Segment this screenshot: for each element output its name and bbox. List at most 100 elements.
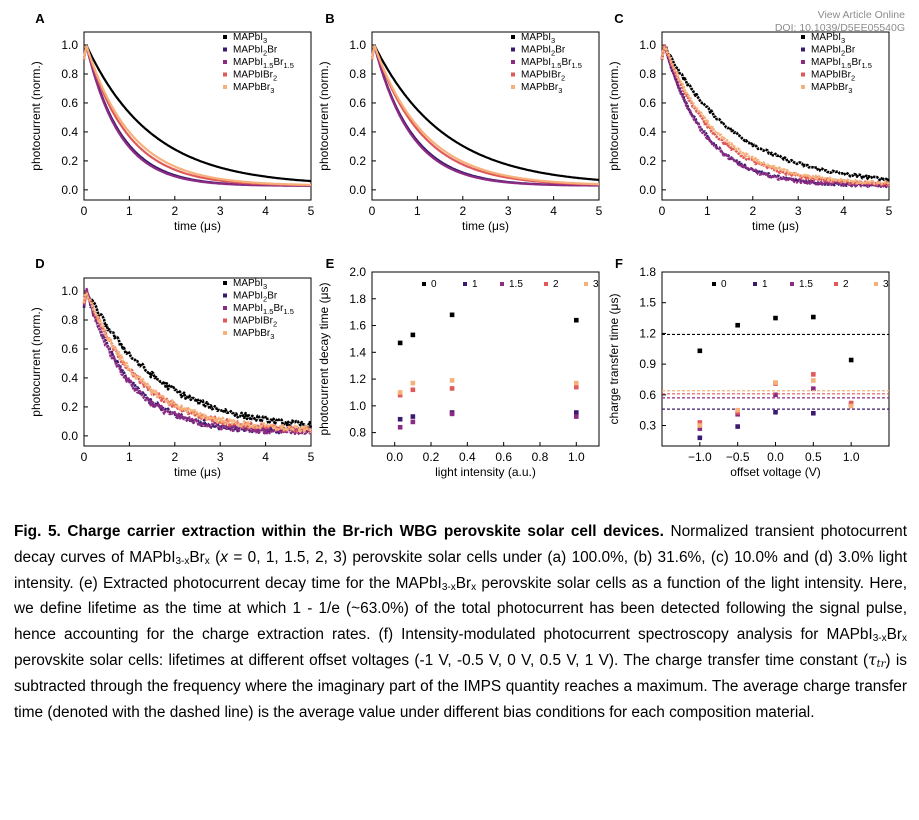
tau-letter: τ	[868, 650, 877, 669]
y-tick-label: 0.4	[349, 125, 366, 139]
legend-text: MAPbIBr	[521, 70, 562, 81]
legend-entry-label: MAPbI2​Br	[811, 45, 856, 58]
legend-text: Br	[267, 45, 278, 56]
data-point	[574, 384, 579, 390]
x-tick-label: 0.2	[423, 450, 440, 464]
data-point	[397, 424, 403, 430]
y-tick-label: 0.8	[349, 67, 366, 81]
legend-text: MAPbIBr	[233, 316, 274, 327]
y-tick-label: 0.4	[639, 125, 656, 139]
legend-text: Br	[845, 45, 856, 56]
caption-text: perovskite solar cells: lifetimes at dif…	[14, 651, 869, 669]
legend-marker	[801, 47, 805, 52]
data-point	[697, 348, 703, 354]
x-tick-label: 0	[369, 204, 376, 218]
legend-entry-label: MAPbI3​	[233, 32, 267, 45]
data-point	[574, 414, 579, 419]
data-point	[697, 420, 703, 425]
legend-marker	[801, 35, 805, 39]
x-axis-label: light intensity (a.u.)	[435, 465, 536, 479]
legend-subscript: 1.5	[283, 307, 293, 316]
caption-text: (	[209, 548, 221, 566]
y-tick-label: 1.0	[61, 284, 78, 298]
y-tick-label: 1.5	[639, 296, 656, 310]
panel-letter: A	[35, 11, 45, 26]
data-point	[410, 387, 416, 393]
legend-marker	[223, 293, 227, 298]
legend-text: Br	[851, 57, 862, 68]
legend-marker	[790, 282, 794, 286]
legend-entry-label: MAPbI3​	[521, 32, 555, 45]
legend-marker	[223, 281, 227, 285]
y-tick-label: 0.6	[61, 96, 78, 110]
legend-marker	[801, 85, 805, 89]
legend-text: MAPbI	[233, 291, 263, 302]
legend-marker	[500, 282, 504, 286]
tau-symbol: τtr	[868, 650, 885, 670]
legend-text: MAPbI	[233, 303, 263, 314]
legend-entry-label: MAPbIBr2​	[233, 316, 277, 329]
legend-subscript: 1.5	[571, 61, 581, 70]
x-tick-label: 1.0	[843, 450, 860, 464]
x-tick-label: 2	[459, 204, 466, 218]
view-article-online-link[interactable]: View Article Online	[817, 9, 905, 21]
x-tick-label: 5	[596, 204, 603, 218]
x-tick-label: 5	[308, 450, 315, 464]
y-tick-label: 0.2	[61, 154, 78, 168]
data-point	[735, 424, 740, 429]
plot-frame	[83, 31, 312, 201]
legend-entry-label: MAPbI1.5​Br1.5​	[521, 57, 582, 70]
legend-entry-label: MAPbIBr2​	[233, 70, 277, 83]
legend-marker	[223, 47, 227, 52]
legend-entry-label: 1.5	[799, 279, 813, 290]
legend-marker	[511, 72, 515, 77]
legend-text: MAPbI	[233, 57, 263, 68]
legend-entry-label: MAPbBr3​	[233, 328, 274, 341]
y-tick-label: 0.2	[639, 154, 656, 168]
chart-panel-A: A 0 1 2 3 4 5 0.0 0.2 0.4 0.6 0.8 1.0 time (μs) photoc…	[29, 11, 315, 233]
caption-subscript: x	[902, 633, 907, 645]
caption-subscript: x	[204, 555, 210, 567]
data-point	[811, 386, 816, 391]
series-line-mapbi1-5br1-5	[82, 287, 312, 436]
series-line-mapbbr3	[660, 46, 891, 186]
legend-marker	[874, 282, 878, 286]
data-point	[449, 411, 455, 417]
legend-subscript: 3	[263, 36, 267, 45]
caption-text: ) is subtracted through the frequency wh…	[14, 651, 907, 721]
legend-marker	[511, 60, 515, 64]
data-point	[574, 410, 579, 415]
data-point	[410, 419, 416, 425]
legend-marker	[834, 282, 838, 286]
x-tick-label: 1.0	[568, 450, 585, 464]
caption-subscript: 3-x	[441, 581, 456, 593]
y-axis-label: photocurrent (norm.)	[317, 61, 331, 170]
caption-text: Normalized	[663, 523, 749, 540]
caption-subscript: 3-x	[872, 633, 887, 645]
x-tick-label: 2	[749, 204, 756, 218]
data-point	[574, 380, 579, 386]
legend-marker	[223, 72, 227, 77]
data-point	[848, 400, 854, 406]
data-point	[848, 357, 854, 363]
legend-entry-label: MAPbI1.5​Br1.5​	[811, 57, 872, 70]
legend-subscript: 1.5	[263, 61, 273, 70]
data-point	[397, 392, 403, 398]
y-axis-label: photocurrent (norm.)	[29, 61, 43, 170]
legend-entry-label: MAPbI3​	[233, 278, 267, 291]
legend-subscript: 3	[270, 86, 274, 95]
legend-text: MAPbI	[811, 45, 841, 56]
series-line-mapbi3	[82, 44, 312, 183]
x-tick-label: 4	[262, 204, 269, 218]
legend-subscript: 2	[561, 74, 565, 83]
legend-entry-label: 1	[762, 279, 768, 290]
legend-subscript: 1.5	[841, 61, 851, 70]
series-line-mapbi3	[370, 44, 600, 181]
plot-frame	[661, 31, 890, 201]
legend-text: MAPbIBr	[811, 70, 852, 81]
x-tick-label: 0	[659, 204, 666, 218]
x-tick-label: 4	[550, 204, 557, 218]
legend-text: Br	[561, 57, 572, 68]
figure-5: A 0 1 2 3 4 5 0.0 0.2 0.4 0.6 0.8 1.0 time (μs) photoc…	[29, 11, 893, 479]
y-tick-label: 0.4	[61, 125, 78, 139]
